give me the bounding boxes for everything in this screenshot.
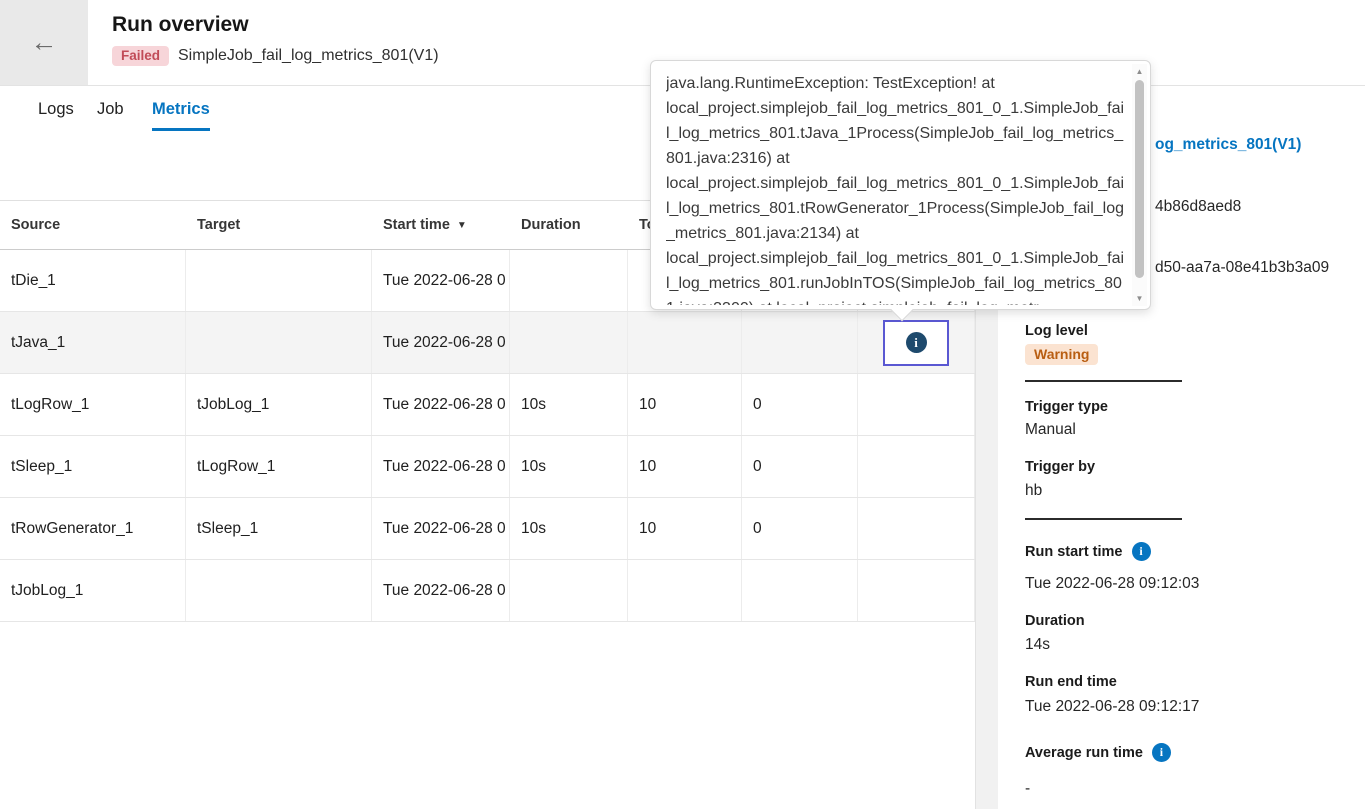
cell-info bbox=[858, 498, 975, 559]
cell-rejected: 0 bbox=[742, 498, 858, 559]
cell-duration: 10s bbox=[510, 374, 628, 435]
cell-start-time: Tue 2022-06-28 0 bbox=[372, 250, 510, 311]
tooltip-scrollbar[interactable]: ▲ ▼ bbox=[1132, 64, 1147, 306]
cell-rejected bbox=[742, 312, 858, 373]
cell-duration bbox=[510, 250, 628, 311]
cell-duration: 10s bbox=[510, 498, 628, 559]
trigger-type-value: Manual bbox=[1025, 421, 1076, 439]
cell-start-time: Tue 2022-06-28 0 bbox=[372, 498, 510, 559]
cell-source: tDie_1 bbox=[0, 250, 186, 311]
column-header-target[interactable]: Target bbox=[186, 217, 372, 233]
duration-label: Duration bbox=[1025, 613, 1085, 629]
duration-value: 14s bbox=[1025, 636, 1050, 654]
tab-metrics[interactable]: Metrics bbox=[152, 100, 210, 131]
table-row[interactable]: tLogRow_1 tJobLog_1 Tue 2022-06-28 0 10s… bbox=[0, 374, 975, 436]
cell-duration bbox=[510, 560, 628, 621]
cell-total bbox=[628, 312, 742, 373]
back-button[interactable]: ← bbox=[0, 0, 88, 85]
trigger-type-label: Trigger type bbox=[1025, 399, 1108, 415]
avg-run-time-label: Average run time i bbox=[1025, 743, 1171, 762]
table-row[interactable]: tJava_1 Tue 2022-06-28 0 i bbox=[0, 312, 975, 374]
column-header-duration[interactable]: Duration bbox=[510, 217, 628, 233]
cell-target: tSleep_1 bbox=[186, 498, 372, 559]
cell-start-time: Tue 2022-06-28 0 bbox=[372, 560, 510, 621]
table-row[interactable]: tRowGenerator_1 tSleep_1 Tue 2022-06-28 … bbox=[0, 498, 975, 560]
trigger-by-label: Trigger by bbox=[1025, 459, 1095, 475]
page-title: Run overview bbox=[112, 13, 249, 37]
run-id: d50-aa7a-08e41b3b3a09 bbox=[1155, 259, 1329, 277]
cell-source: tJobLog_1 bbox=[0, 560, 186, 621]
error-stacktrace-text: java.lang.RuntimeException: TestExceptio… bbox=[666, 71, 1126, 305]
run-start-info-icon[interactable]: i bbox=[1132, 542, 1151, 561]
cell-info bbox=[858, 436, 975, 497]
sidebar-divider bbox=[1025, 518, 1182, 520]
cell-source: tLogRow_1 bbox=[0, 374, 186, 435]
tooltip-scrollbar-thumb[interactable] bbox=[1135, 80, 1144, 278]
column-header-start-time[interactable]: Start time▼ bbox=[372, 217, 510, 233]
tab-job[interactable]: Job bbox=[97, 100, 124, 128]
job-name: SimpleJob_fail_log_metrics_801(V1) bbox=[178, 47, 439, 65]
sort-desc-icon: ▼ bbox=[457, 220, 467, 231]
cell-target: tLogRow_1 bbox=[186, 436, 372, 497]
execution-id: 4b86d8aed8 bbox=[1155, 198, 1241, 216]
tab-bar: Logs Job Metrics bbox=[0, 86, 640, 144]
error-info-icon[interactable]: i bbox=[906, 332, 927, 353]
cell-info bbox=[858, 374, 975, 435]
error-info-focus-ring: i bbox=[883, 320, 949, 366]
tab-logs[interactable]: Logs bbox=[38, 100, 74, 128]
avg-run-time-value: - bbox=[1025, 780, 1030, 798]
cell-target bbox=[186, 250, 372, 311]
log-level-label: Log level bbox=[1025, 323, 1088, 339]
sidebar-divider bbox=[1025, 380, 1182, 382]
cell-duration: 10s bbox=[510, 436, 628, 497]
status-badge: Failed bbox=[112, 46, 169, 66]
avg-run-time-info-icon[interactable]: i bbox=[1152, 743, 1171, 762]
trigger-by-value: hb bbox=[1025, 482, 1042, 500]
cell-target bbox=[186, 560, 372, 621]
table-row[interactable]: tSleep_1 tLogRow_1 Tue 2022-06-28 0 10s … bbox=[0, 436, 975, 498]
cell-total: 10 bbox=[628, 498, 742, 559]
cell-total: 10 bbox=[628, 436, 742, 497]
table-row[interactable]: tJobLog_1 Tue 2022-06-28 0 bbox=[0, 560, 975, 622]
cell-rejected: 0 bbox=[742, 374, 858, 435]
cell-source: tJava_1 bbox=[0, 312, 186, 373]
scroll-up-icon[interactable]: ▲ bbox=[1132, 67, 1147, 76]
run-end-value: Tue 2022-06-28 09:12:17 bbox=[1025, 698, 1199, 716]
run-start-value: Tue 2022-06-28 09:12:03 bbox=[1025, 575, 1199, 593]
cell-rejected bbox=[742, 560, 858, 621]
column-header-source[interactable]: Source bbox=[0, 217, 186, 233]
run-end-label: Run end time bbox=[1025, 674, 1117, 690]
task-link[interactable]: og_metrics_801(V1) bbox=[1155, 136, 1301, 154]
cell-target bbox=[186, 312, 372, 373]
cell-rejected: 0 bbox=[742, 436, 858, 497]
cell-source: tRowGenerator_1 bbox=[0, 498, 186, 559]
cell-info bbox=[858, 560, 975, 621]
cell-target: tJobLog_1 bbox=[186, 374, 372, 435]
scroll-down-icon[interactable]: ▼ bbox=[1132, 294, 1147, 303]
cell-total bbox=[628, 560, 742, 621]
cell-source: tSleep_1 bbox=[0, 436, 186, 497]
error-tooltip: java.lang.RuntimeException: TestExceptio… bbox=[650, 60, 1151, 310]
cell-start-time: Tue 2022-06-28 0 bbox=[372, 374, 510, 435]
cell-start-time: Tue 2022-06-28 0 bbox=[372, 436, 510, 497]
cell-start-time: Tue 2022-06-28 0 bbox=[372, 312, 510, 373]
log-level-badge: Warning bbox=[1025, 344, 1098, 365]
cell-duration bbox=[510, 312, 628, 373]
cell-info: i bbox=[858, 312, 975, 373]
run-start-label: Run start time i bbox=[1025, 542, 1151, 561]
cell-total: 10 bbox=[628, 374, 742, 435]
back-arrow-icon: ← bbox=[31, 27, 58, 58]
